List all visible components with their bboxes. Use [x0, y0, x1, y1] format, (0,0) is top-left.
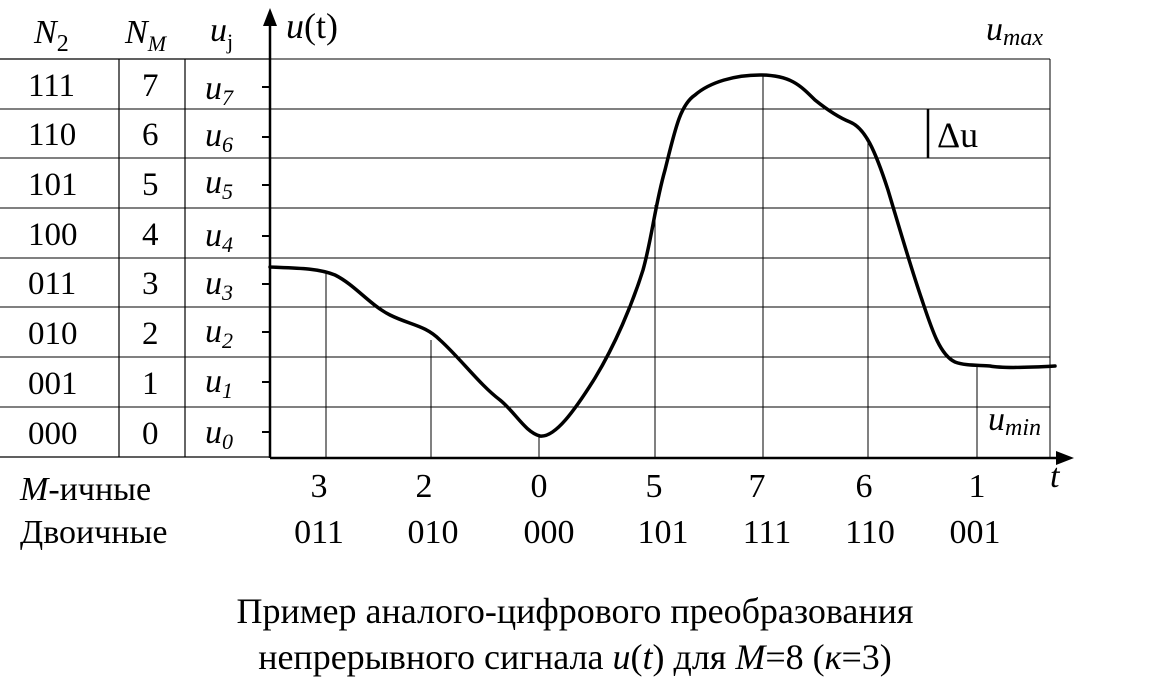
y-axis-label: u(t) — [286, 6, 338, 46]
m-ary-row-label: M-ичные — [19, 471, 151, 508]
level-u2: u2 — [205, 313, 233, 353]
header-nm: NM — [124, 14, 168, 56]
x-axis-label: t — [1050, 458, 1061, 495]
binary-value: 010 — [408, 514, 459, 551]
m-ary-value: 5 — [646, 468, 663, 505]
y-ticks — [262, 86, 270, 433]
umin-label: umin — [988, 401, 1041, 441]
row-bin: 110 — [28, 117, 76, 153]
row-bin: 101 — [28, 167, 78, 203]
row-m: 5 — [142, 167, 159, 203]
binary-row-label: Двоичные — [20, 514, 167, 551]
binary-value: 000 — [524, 514, 575, 551]
row-bin: 010 — [28, 316, 78, 352]
sample-lines — [325, 75, 978, 458]
m-ary-value: 6 — [856, 468, 873, 505]
row-m: 2 — [142, 316, 159, 352]
signal-curve — [268, 73, 1057, 438]
m-ary-value: 1 — [969, 468, 986, 505]
row-bin: 100 — [28, 217, 78, 253]
header-uj: uj — [210, 12, 233, 54]
level-labels: u7 u6 u5 u4 u3 u2 u1 u0 — [205, 70, 234, 454]
level-u0: u0 — [205, 414, 233, 454]
m-ary-value: 0 — [531, 468, 548, 505]
level-u1: u1 — [205, 363, 233, 403]
binary-value: 001 — [950, 514, 1001, 551]
table-rows: 111 7 110 6 101 5 100 4 011 3 010 2 001 … — [28, 68, 159, 452]
y-axis-arrow — [263, 8, 277, 26]
caption-line-1: Пример аналого-цифрового преобразования — [236, 591, 914, 631]
caption-line-2: непрерывного сигнала u(t) для M=8 (к=3) — [258, 637, 892, 677]
binary-values: 011 010 000 101 111 110 001 — [294, 514, 1000, 551]
delta-u-label: Δu — [937, 115, 978, 155]
row-m: 3 — [142, 266, 159, 302]
row-m: 4 — [142, 217, 159, 253]
umax-label: umax — [986, 11, 1043, 51]
row-bin: 001 — [28, 366, 78, 402]
row-bin: 000 — [28, 416, 78, 452]
binary-value: 110 — [845, 514, 895, 551]
m-ary-value: 7 — [749, 468, 766, 505]
level-u3: u3 — [205, 265, 233, 305]
level-lines — [0, 58, 1050, 408]
m-ary-values: 3 2 0 5 7 6 1 — [311, 468, 986, 505]
m-ary-value: 2 — [416, 468, 433, 505]
level-u6: u6 — [205, 117, 233, 157]
binary-value: 101 — [638, 514, 689, 551]
row-m: 0 — [142, 416, 159, 452]
m-ary-value: 3 — [311, 468, 328, 505]
level-u5: u5 — [205, 164, 233, 204]
figure-caption: Пример аналого-цифрового преобразования … — [0, 588, 1150, 680]
level-u7: u7 — [205, 70, 234, 110]
row-m: 7 — [142, 68, 159, 104]
level-u4: u4 — [205, 217, 233, 257]
header-n2: N2 — [33, 14, 69, 57]
row-bin: 111 — [28, 68, 75, 104]
binary-value: 011 — [294, 514, 344, 551]
row-m: 6 — [142, 117, 159, 153]
x-axis-arrow — [1056, 451, 1074, 465]
row-bin: 011 — [28, 266, 76, 302]
binary-value: 111 — [743, 514, 791, 551]
row-m: 1 — [142, 366, 159, 402]
